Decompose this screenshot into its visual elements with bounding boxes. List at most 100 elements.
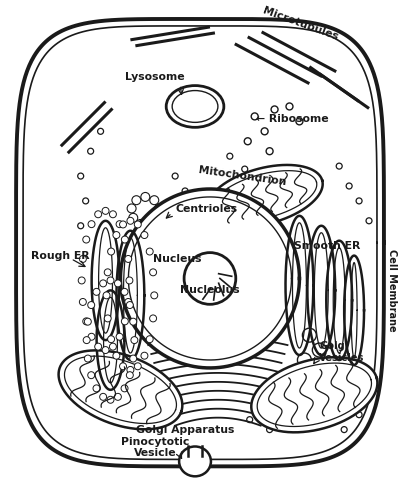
- Text: Pinocytotic
Vesicle: Pinocytotic Vesicle: [121, 437, 190, 458]
- Ellipse shape: [84, 318, 91, 325]
- Ellipse shape: [267, 427, 272, 433]
- Ellipse shape: [103, 292, 110, 299]
- Ellipse shape: [150, 196, 159, 205]
- Ellipse shape: [125, 255, 132, 262]
- Polygon shape: [351, 262, 357, 358]
- Ellipse shape: [102, 207, 109, 214]
- Ellipse shape: [79, 255, 86, 262]
- Ellipse shape: [104, 269, 111, 276]
- Polygon shape: [326, 240, 352, 360]
- Ellipse shape: [182, 188, 188, 194]
- Polygon shape: [124, 238, 137, 353]
- Ellipse shape: [147, 216, 156, 225]
- Ellipse shape: [142, 224, 151, 233]
- Ellipse shape: [121, 385, 128, 392]
- Polygon shape: [116, 231, 144, 360]
- Ellipse shape: [100, 280, 107, 287]
- Text: Nucleus: Nucleus: [153, 253, 202, 263]
- Ellipse shape: [78, 223, 84, 229]
- Polygon shape: [307, 226, 335, 355]
- Text: Microtubules: Microtubules: [262, 6, 340, 42]
- Ellipse shape: [146, 336, 153, 342]
- Ellipse shape: [179, 446, 211, 476]
- Ellipse shape: [247, 417, 253, 422]
- Ellipse shape: [116, 333, 123, 340]
- Ellipse shape: [266, 148, 273, 155]
- Ellipse shape: [184, 252, 236, 304]
- Text: Golgi
Vesicles: Golgi Vesicles: [319, 341, 365, 363]
- Ellipse shape: [160, 240, 170, 248]
- Ellipse shape: [129, 213, 138, 222]
- Polygon shape: [314, 233, 328, 348]
- Polygon shape: [98, 228, 112, 333]
- Ellipse shape: [83, 318, 90, 325]
- Ellipse shape: [146, 248, 153, 255]
- Ellipse shape: [141, 231, 148, 239]
- Ellipse shape: [113, 352, 120, 359]
- Ellipse shape: [98, 128, 104, 134]
- Ellipse shape: [134, 363, 141, 370]
- Ellipse shape: [88, 302, 95, 308]
- Ellipse shape: [132, 196, 141, 205]
- Ellipse shape: [126, 277, 133, 284]
- Ellipse shape: [110, 343, 116, 350]
- Ellipse shape: [84, 355, 91, 362]
- Ellipse shape: [83, 198, 89, 204]
- Text: Mitochondrion: Mitochondrion: [198, 165, 287, 187]
- Ellipse shape: [93, 385, 100, 392]
- Ellipse shape: [126, 372, 133, 379]
- Ellipse shape: [131, 337, 138, 343]
- Ellipse shape: [78, 173, 84, 179]
- Ellipse shape: [83, 337, 90, 343]
- Ellipse shape: [130, 355, 137, 362]
- Ellipse shape: [244, 138, 251, 145]
- Ellipse shape: [242, 166, 248, 172]
- Polygon shape: [16, 19, 384, 467]
- Ellipse shape: [88, 372, 95, 379]
- Polygon shape: [292, 223, 306, 348]
- Ellipse shape: [298, 353, 311, 367]
- Ellipse shape: [261, 128, 268, 135]
- Ellipse shape: [312, 343, 326, 357]
- Polygon shape: [206, 165, 323, 227]
- Ellipse shape: [127, 217, 134, 224]
- Polygon shape: [344, 256, 364, 365]
- Ellipse shape: [154, 204, 164, 213]
- Polygon shape: [58, 350, 182, 429]
- Text: Nucleolus: Nucleolus: [180, 285, 240, 296]
- Ellipse shape: [366, 218, 372, 224]
- Ellipse shape: [107, 277, 114, 284]
- Ellipse shape: [114, 280, 121, 287]
- Ellipse shape: [166, 86, 224, 127]
- Ellipse shape: [120, 363, 126, 370]
- Ellipse shape: [341, 427, 347, 433]
- Text: Centrioles: Centrioles: [175, 204, 237, 214]
- Ellipse shape: [271, 106, 278, 113]
- Ellipse shape: [356, 411, 362, 418]
- Ellipse shape: [88, 333, 95, 340]
- Ellipse shape: [156, 212, 165, 221]
- Ellipse shape: [120, 221, 126, 228]
- Ellipse shape: [251, 113, 258, 120]
- Text: ← Ribosome: ← Ribosome: [256, 114, 328, 125]
- Ellipse shape: [108, 336, 114, 342]
- Ellipse shape: [116, 221, 123, 228]
- Ellipse shape: [121, 288, 128, 296]
- Ellipse shape: [95, 211, 102, 218]
- Ellipse shape: [227, 153, 233, 159]
- Ellipse shape: [104, 315, 111, 322]
- Polygon shape: [251, 357, 378, 433]
- Ellipse shape: [127, 204, 136, 213]
- Ellipse shape: [136, 219, 145, 228]
- Ellipse shape: [127, 366, 134, 374]
- Ellipse shape: [134, 221, 141, 228]
- Text: Cell Membrane: Cell Membrane: [387, 249, 397, 332]
- Ellipse shape: [167, 392, 173, 398]
- Ellipse shape: [141, 193, 150, 201]
- Ellipse shape: [121, 318, 128, 325]
- Ellipse shape: [88, 148, 94, 154]
- Polygon shape: [286, 216, 313, 355]
- Ellipse shape: [170, 224, 178, 233]
- Ellipse shape: [336, 163, 342, 169]
- Ellipse shape: [144, 233, 153, 242]
